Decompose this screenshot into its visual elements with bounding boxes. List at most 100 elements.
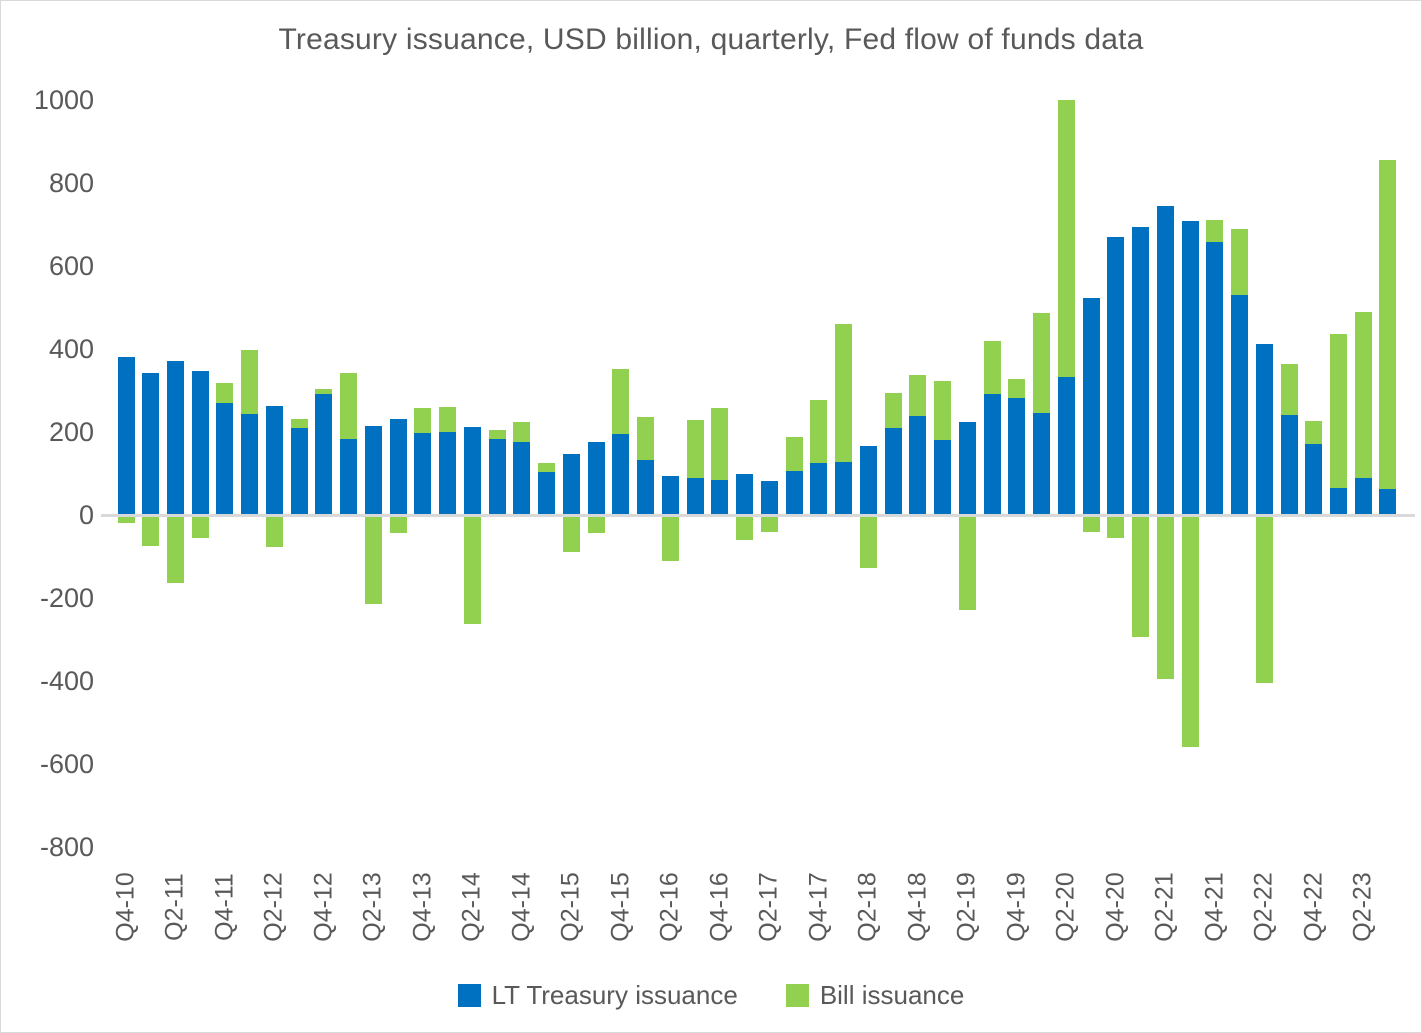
- bar-segment-bill: [760, 517, 778, 533]
- bar-segment-bill: [488, 429, 506, 440]
- y-tick-label: 400: [48, 334, 94, 364]
- bar-segment-bill: [241, 349, 259, 415]
- y-tick-label: -400: [39, 666, 94, 696]
- bar-segment-bill: [1008, 378, 1026, 398]
- bar-segment-bill: [661, 517, 679, 561]
- bar-segment-bill: [315, 388, 333, 394]
- bar-segment-lt-treasury: [1255, 344, 1273, 514]
- bar-segment-lt-treasury: [1033, 413, 1051, 514]
- bar-segment-lt-treasury: [364, 426, 382, 514]
- bar-segment-lt-treasury: [389, 418, 407, 514]
- zero-axis-line: [101, 513, 1415, 517]
- bar-segment-bill: [389, 517, 407, 533]
- bar-segment-lt-treasury: [265, 406, 283, 514]
- bar-segment-bill: [958, 517, 976, 610]
- bar-segment-bill: [142, 517, 160, 547]
- bar-segment-bill: [835, 324, 853, 462]
- bar-segment-lt-treasury: [166, 361, 184, 514]
- bar-segment-lt-treasury: [884, 427, 902, 514]
- bar-segment-bill: [1033, 312, 1051, 414]
- legend-swatch-bill: [785, 983, 809, 1007]
- bar-segment-lt-treasury: [1206, 242, 1224, 514]
- bar-segment-lt-treasury: [562, 454, 580, 514]
- bar-segment-bill: [562, 517, 580, 552]
- bar-segment-bill: [1354, 311, 1372, 478]
- bar-segment-lt-treasury: [686, 478, 704, 514]
- bar-segment-bill: [191, 517, 209, 538]
- legend-swatch-lt-treasury: [457, 983, 481, 1007]
- bar-segment-bill: [1156, 517, 1174, 679]
- bar-segment-bill: [587, 517, 605, 533]
- bar-segment-lt-treasury: [216, 402, 234, 514]
- bar-segment-lt-treasury: [1330, 488, 1347, 514]
- bar-segment-bill: [538, 463, 556, 473]
- chart-title: Treasury issuance, USD billion, quarterl…: [278, 23, 1144, 56]
- legend-item-bill: Bill issuance: [785, 979, 965, 1011]
- bar-segment-lt-treasury: [1082, 298, 1100, 514]
- bar-segment-lt-treasury: [1181, 221, 1199, 514]
- bar-segment-bill: [983, 341, 1001, 394]
- bar-segment-lt-treasury: [290, 427, 308, 514]
- bar-segment-lt-treasury: [760, 480, 778, 514]
- y-tick-label: 1000: [33, 85, 94, 115]
- bar-segment-lt-treasury: [859, 446, 877, 514]
- bar-segment-bill: [711, 408, 729, 480]
- legend-label-lt-treasury: LT Treasury issuance: [491, 979, 738, 1010]
- bar-segment-lt-treasury: [835, 461, 853, 514]
- bar-segment-lt-treasury: [414, 433, 432, 514]
- bar-segment-lt-treasury: [315, 393, 333, 514]
- legend: LT Treasury issuance Bill issuance: [1, 973, 1421, 1017]
- bar-segment-lt-treasury: [612, 433, 630, 514]
- bar-segment-bill: [166, 517, 184, 584]
- legend-item-lt-treasury: LT Treasury issuance: [457, 979, 738, 1011]
- y-tick-label: 800: [48, 168, 94, 198]
- bar-segment-bill: [736, 517, 754, 540]
- bar-segment-bill: [1057, 100, 1075, 377]
- bar-segment-lt-treasury: [934, 440, 952, 514]
- bar-segment-bill: [216, 383, 234, 403]
- y-tick-label: -800: [39, 832, 94, 862]
- bar-segment-lt-treasury: [513, 442, 531, 514]
- bar-segment-lt-treasury: [711, 479, 729, 514]
- bar-segment-bill: [1305, 420, 1323, 444]
- bar-segment-lt-treasury: [785, 471, 803, 514]
- bar-segment-lt-treasury: [1280, 415, 1298, 514]
- bar-segment-lt-treasury: [439, 431, 457, 514]
- bar-segment-bill: [1132, 517, 1150, 638]
- y-tick-label: 200: [48, 417, 94, 447]
- bar-segment-bill: [1255, 517, 1273, 684]
- bar-segment-bill: [1206, 220, 1224, 243]
- bar-segment-lt-treasury: [488, 439, 506, 514]
- bar-segment-lt-treasury: [142, 373, 160, 514]
- bar-segment-lt-treasury: [1132, 226, 1150, 514]
- bar-segment-lt-treasury: [958, 421, 976, 514]
- bar-segment-bill: [117, 517, 135, 524]
- bar-segment-bill: [1379, 160, 1397, 489]
- bar-segment-lt-treasury: [538, 472, 556, 514]
- bar-segment-bill: [513, 422, 531, 443]
- bar-segment-lt-treasury: [1231, 295, 1249, 514]
- bar-segment-lt-treasury: [340, 439, 358, 514]
- bar-segment-bill: [1330, 334, 1347, 489]
- bar-segment-bill: [290, 418, 308, 428]
- bar-segment-bill: [785, 436, 803, 472]
- bar-segment-bill: [1107, 517, 1125, 538]
- bar-segment-lt-treasury: [587, 441, 605, 514]
- bar-segment-bill: [909, 374, 927, 417]
- bar-segment-lt-treasury: [661, 476, 679, 514]
- bar-segment-bill: [637, 417, 655, 461]
- bar-segment-bill: [364, 517, 382, 605]
- bar-segment-lt-treasury: [637, 460, 655, 514]
- legend-label-bill: Bill issuance: [819, 979, 965, 1010]
- bar-segment-bill: [439, 406, 457, 432]
- y-tick-label: -200: [39, 583, 94, 613]
- bar-segment-lt-treasury: [1354, 477, 1372, 514]
- bar-segment-bill: [265, 517, 283, 548]
- bar-segment-bill: [463, 517, 481, 625]
- bar-segment-lt-treasury: [1057, 376, 1075, 514]
- bar-segment-lt-treasury: [1156, 205, 1174, 514]
- bar-segment-bill: [1280, 364, 1298, 416]
- bar-segment-bill: [1181, 517, 1199, 748]
